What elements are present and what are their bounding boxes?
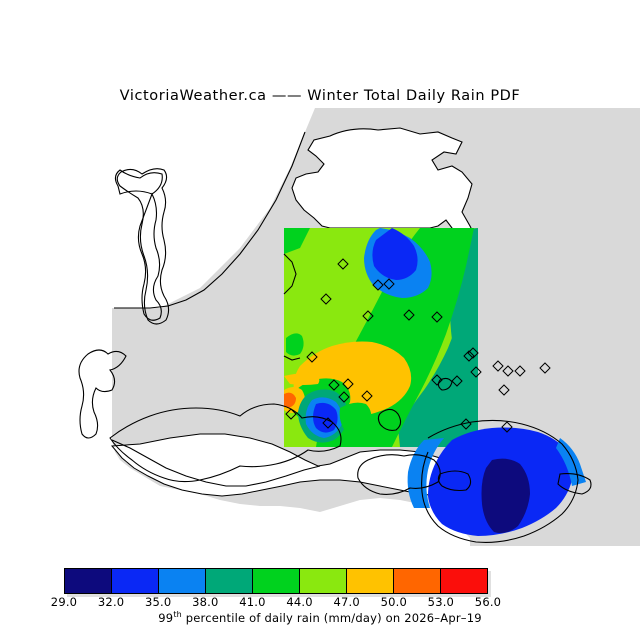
map-canvas[interactable] [0, 108, 640, 548]
diamond-marker[interactable] [372, 279, 384, 291]
colorbar-tick-29.0: 29.0 [50, 595, 78, 609]
caption-prefix: 99 [158, 610, 174, 625]
contour-band-41-44-nw [284, 228, 310, 254]
colorbar-band-44.0-47.0[interactable] [300, 569, 347, 593]
colorbar-band-38.0-41.0[interactable] [206, 569, 253, 593]
colorbar-band-29.0-32.0[interactable] [65, 569, 112, 593]
contour-band-29-32-core [481, 458, 530, 534]
colorbar-tick-32.0: 32.0 [97, 595, 125, 609]
diamond-marker[interactable] [492, 360, 504, 372]
colorbar-band-32.0-35.0[interactable] [112, 569, 159, 593]
diamond-marker[interactable] [328, 379, 340, 391]
colorbar-tick-41.0: 41.0 [239, 595, 266, 609]
colorbar-tick-35.0: 35.0 [145, 595, 172, 609]
colorbar-tick-53.0: 53.0 [427, 595, 455, 609]
diamond-marker[interactable] [342, 378, 354, 390]
diamond-marker[interactable] [285, 408, 297, 420]
colorbar-band-35.0-38.0[interactable] [159, 569, 206, 593]
diamond-marker[interactable] [463, 350, 475, 362]
diamond-marker[interactable] [320, 293, 332, 305]
diamond-marker[interactable] [362, 310, 374, 322]
diamond-marker[interactable] [337, 258, 349, 270]
colorbar-tick-50.0: 50.0 [380, 595, 407, 609]
diamond-marker[interactable] [498, 384, 510, 396]
diamond-marker[interactable] [431, 374, 443, 386]
colorbar-tick-56.0: 56.0 [474, 595, 502, 609]
coastline-layer [78, 131, 592, 543]
diamond-marker[interactable] [306, 351, 318, 363]
colorbar-tick-labels: 29.0 32.0 35.0 38.0 41.0 44.0 47.0 50.0 53.0 56.0 [0, 595, 640, 611]
diamond-marker[interactable] [470, 366, 482, 378]
colorbar-tick-38.0: 38.0 [192, 595, 219, 609]
diamond-marker[interactable] [403, 309, 415, 321]
diamond-marker[interactable] [451, 375, 463, 387]
colorbar-tick-47.0: 47.0 [333, 595, 360, 609]
colorbar-band-47.0-50.0[interactable] [347, 569, 394, 593]
colorbar-band-50.0-53.0[interactable] [394, 569, 441, 593]
diamond-marker[interactable] [322, 417, 334, 429]
page-title: VictoriaWeather.ca —— Winter Total Daily… [119, 88, 521, 104]
diamond-marker[interactable] [539, 362, 551, 374]
contour-band-38-41-east [398, 228, 478, 447]
map-panel[interactable] [0, 108, 640, 548]
colorbar-band-41.0-44.0[interactable] [253, 569, 300, 593]
colorbar-tick-44.0: 44.0 [286, 595, 313, 609]
diamond-marker[interactable] [467, 347, 479, 359]
station-marker-layer[interactable] [285, 258, 551, 433]
diamond-marker[interactable] [431, 311, 443, 323]
caption-superscript: th [173, 610, 182, 619]
colorbar-caption: 99th percentile of daily rain (mm/day) o… [0, 610, 640, 625]
caption-rest: percentile of daily rain (mm/day) on 202… [181, 610, 482, 625]
diamond-marker[interactable] [460, 418, 472, 430]
inland-water-layer [110, 127, 489, 497]
diamond-marker[interactable] [361, 390, 373, 402]
colorbar-band-53.0-56.0[interactable] [441, 569, 487, 593]
diamond-marker[interactable] [501, 421, 513, 433]
colorbar-strip[interactable] [64, 568, 488, 594]
diamond-marker[interactable] [383, 278, 395, 290]
diamond-marker[interactable] [502, 365, 514, 377]
eastern-dry-region [407, 427, 586, 536]
diamond-marker[interactable] [514, 365, 526, 377]
diamond-marker[interactable] [338, 391, 350, 403]
contour-band-50-53-sw [284, 392, 296, 408]
colorbar: 29.0 32.0 35.0 38.0 41.0 44.0 47.0 50.0 53.0 56.0… [0, 566, 640, 636]
